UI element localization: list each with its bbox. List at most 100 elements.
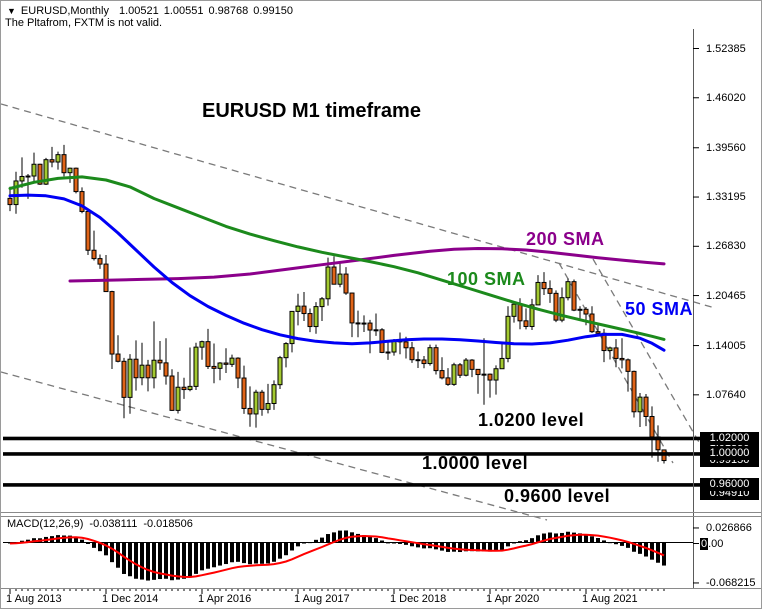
macd-histogram-bar	[146, 542, 150, 581]
candle-bearish	[205, 341, 211, 367]
candle-bullish	[253, 391, 259, 415]
candle-bearish	[631, 370, 637, 413]
macd-histogram-bar	[458, 542, 462, 553]
candle-bearish	[331, 266, 337, 285]
macd-histogram-bar	[410, 542, 414, 547]
macd-signal-value: -0.018506	[143, 518, 193, 530]
sma-50-label: 50 SMA	[625, 299, 694, 319]
candle-bearish	[421, 359, 427, 365]
time-axis-label: 1 Dec 2014	[102, 593, 159, 605]
macd-histogram-bar	[380, 540, 384, 543]
macd-histogram-bar	[392, 542, 396, 544]
candle-bearish	[121, 360, 127, 398]
macd-histogram-bar	[530, 538, 534, 543]
candle-bullish	[385, 351, 391, 354]
candle-bullish	[559, 297, 565, 321]
macd-histogram-bar	[182, 542, 186, 579]
macd-histogram-bar	[614, 542, 618, 545]
candle-bearish	[595, 331, 601, 334]
ohlc-high: 1.00551	[163, 5, 204, 17]
candle-bearish	[487, 373, 493, 381]
macd-name: MACD(12,26,9)	[7, 518, 84, 530]
macd-histogram-bar	[344, 530, 348, 543]
symbol-dropdown-icon[interactable]: ▼	[7, 6, 16, 16]
candle-bearish	[541, 281, 547, 290]
macd-histogram-bar	[170, 542, 174, 581]
price-axis-label: 1.46020	[706, 91, 746, 104]
macd-zero-label-rest: .00	[708, 537, 724, 550]
candle-bearish	[415, 359, 421, 362]
macd-histogram-bar	[416, 542, 420, 548]
candle-bullish	[151, 359, 157, 379]
panel-splitter[interactable]	[1, 512, 761, 517]
macd-histogram-bar	[566, 531, 570, 543]
macd-histogram-bar	[452, 542, 456, 552]
sma-line-100-sma	[8, 175, 666, 341]
macd-histogram-bar	[506, 542, 510, 547]
candle-bullish	[361, 322, 367, 325]
macd-histogram-bar	[404, 542, 408, 545]
macd-histogram-bar	[518, 541, 522, 543]
macd-histogram-bar	[266, 542, 270, 564]
macd-histogram-bar	[194, 542, 198, 574]
candle-bullish	[373, 329, 379, 332]
candle-bearish	[223, 362, 229, 365]
candle-bearish	[343, 273, 349, 294]
macd-axis-label: -0.068215	[706, 576, 756, 589]
horizontal-level-line	[3, 436, 693, 441]
macd-histogram-bar	[632, 542, 636, 552]
candle-bearish	[643, 396, 649, 417]
candle-bearish	[97, 258, 103, 265]
candle-bearish	[73, 167, 79, 193]
macd-histogram-bar	[62, 535, 66, 543]
candle-bearish	[241, 377, 247, 409]
steep-channel-left	[558, 262, 674, 464]
candle-bearish	[109, 291, 115, 355]
macd-histogram-bar	[590, 536, 594, 543]
sma-line-200-sma	[68, 247, 666, 283]
candle-bearish	[433, 347, 439, 372]
candle-bullish	[637, 396, 643, 413]
candle-bearish	[523, 320, 529, 327]
macd-histogram-bar	[86, 542, 90, 544]
macd-histogram-bar	[152, 542, 156, 580]
candle-bullish	[19, 175, 25, 182]
macd-histogram-bar	[500, 542, 504, 550]
candle-bullish	[577, 308, 583, 311]
macd-histogram-bar	[80, 539, 84, 543]
macd-histogram-bar	[374, 538, 378, 543]
candle-bearish	[625, 359, 631, 372]
macd-indicator-label: MACD(12,26,9) -0.038111 -0.018506	[7, 518, 199, 530]
candle-bearish	[133, 358, 139, 379]
steep-channel-right	[592, 258, 708, 457]
macd-histogram-bar	[398, 542, 402, 544]
macd-histogram-bar	[596, 537, 600, 543]
macd-zero-axis-label: 0.00	[700, 537, 724, 550]
macd-histogram-bar	[536, 535, 540, 543]
price-axis-level-box: 1.00000	[700, 447, 759, 461]
macd-histogram-bar	[620, 542, 624, 546]
candle-bearish	[475, 368, 481, 376]
candle-bullish	[505, 315, 511, 359]
macd-histogram-bar	[602, 540, 606, 543]
candle-bullish	[511, 303, 517, 317]
macd-histogram-bar	[158, 542, 162, 580]
macd-histogram-bar	[644, 542, 648, 557]
macd-histogram-bar	[548, 532, 552, 543]
candle-bearish	[457, 364, 463, 376]
time-axis-label: 1 Aug 2021	[582, 593, 638, 605]
candle-bullish	[193, 346, 199, 387]
price-axis-level-box: 1.02000	[700, 431, 759, 445]
candle-bullish	[565, 281, 571, 299]
candle-bearish	[517, 303, 523, 322]
macd-histogram-bar	[422, 542, 426, 549]
macd-histogram-bar	[584, 534, 588, 543]
macd-histogram-bar	[284, 542, 288, 556]
candle-bearish	[307, 313, 313, 328]
macd-histogram-bar	[326, 534, 330, 543]
macd-histogram-bar	[290, 542, 294, 551]
candle-bearish	[91, 249, 97, 260]
macd-signal-line	[9, 533, 665, 579]
macd-histogram-bar	[200, 542, 204, 571]
